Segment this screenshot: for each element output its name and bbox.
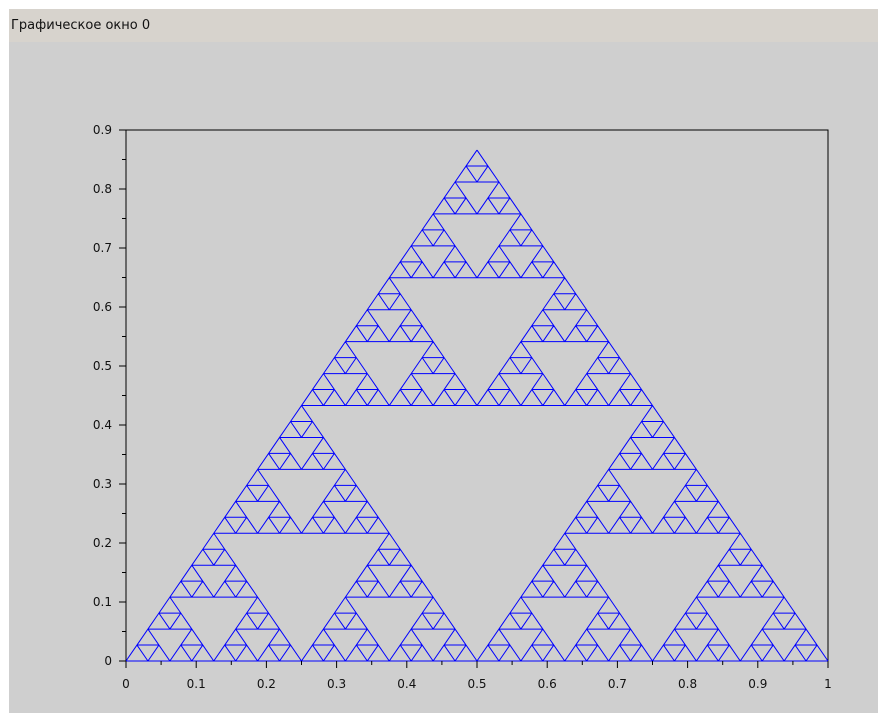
plot-area: 0 0.1 0.2 0.3 0.4 0.5 0.6 0.7 0.8 0.9 1 0 0.1 0.2 0.3 0… [9, 42, 878, 713]
y-tick-label: 0.7 [93, 241, 112, 255]
y-tick-label: 0.8 [93, 182, 112, 196]
graphics-window: Графическое окно 0 0 0.1 0.2 0.3 0.4 0.5 0.6 0.… [9, 9, 878, 713]
y-tick-label: 0.1 [93, 595, 112, 609]
x-tick-label: 0.5 [467, 677, 486, 691]
x-tick-label: 0.8 [678, 677, 697, 691]
window-title: Графическое окно 0 [9, 9, 878, 42]
y-tick-label: 0.5 [93, 359, 112, 373]
x-tick-label: 0.9 [748, 677, 767, 691]
y-tick-label: 0 [104, 654, 112, 668]
y-tick-label: 0.4 [93, 418, 112, 432]
x-tick-label: 1 [824, 677, 832, 691]
y-tick-label: 0.2 [93, 536, 112, 550]
x-tick-label: 0.3 [327, 677, 346, 691]
x-tick-label: 0.1 [187, 677, 206, 691]
x-tick-label: 0.7 [608, 677, 627, 691]
x-tick-label: 0.2 [257, 677, 276, 691]
x-tick-label: 0.6 [538, 677, 557, 691]
chart: 0 0.1 0.2 0.3 0.4 0.5 0.6 0.7 0.8 0.9 1 0 0.1 0.2 0.3 0… [9, 42, 878, 713]
y-tick-label: 0.6 [93, 300, 112, 314]
y-tick-label: 0.9 [93, 123, 112, 137]
x-tick-label: 0 [122, 677, 130, 691]
x-tick-label: 0.4 [397, 677, 416, 691]
y-tick-label: 0.3 [93, 477, 112, 491]
